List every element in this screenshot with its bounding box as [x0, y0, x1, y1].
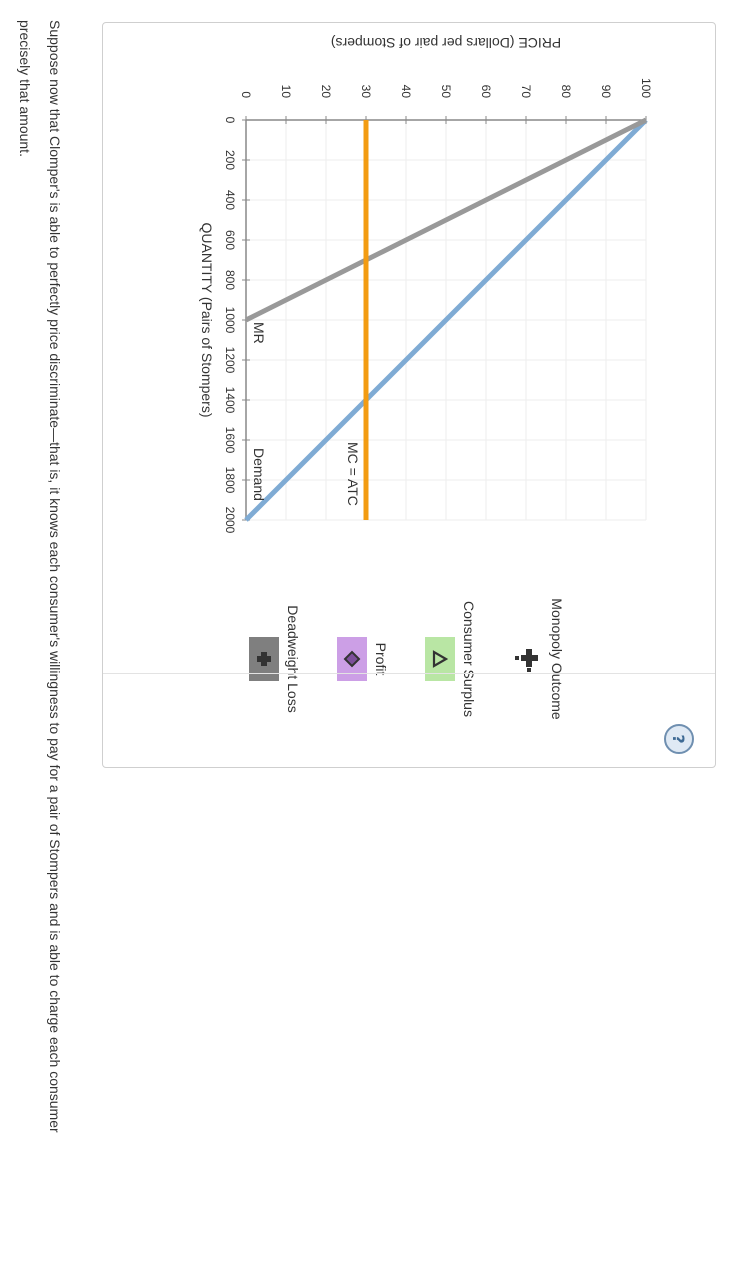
x-tick-label: 1600	[223, 427, 237, 454]
question-prompt: Suppose now that Clomper's is able to pe…	[17, 20, 63, 1133]
y-tick-label: 10	[279, 85, 293, 99]
diamond-icon[interactable]	[337, 637, 367, 681]
series-label: MC = ATC	[345, 442, 361, 506]
y-tick-label: 30	[359, 85, 373, 99]
legend-item-consumer-surplus[interactable]: Consumer Surplus	[425, 579, 477, 739]
y-tick-label: 60	[479, 85, 493, 99]
x-tick-label: 200	[223, 150, 237, 170]
x-tick-label: 0	[223, 117, 237, 124]
x-axis-title: QUANTITY (Pairs of Stompers)	[199, 222, 215, 417]
x-tick-label: 1400	[223, 387, 237, 414]
y-axis-title: PRICE (Dollars per pair of Stompers)	[331, 35, 561, 51]
x-tick-label: 600	[223, 230, 237, 250]
y-tick-label: 40	[399, 85, 413, 99]
legend-label: Consumer Surplus	[461, 601, 477, 717]
legend-item-deadweight-loss[interactable]: Deadweight Loss	[249, 579, 301, 739]
x-tick-label: 400	[223, 190, 237, 210]
plus-icon[interactable]	[249, 637, 279, 681]
series-line-demand	[244, 118, 648, 522]
plus-cross-icon[interactable]	[513, 637, 543, 681]
y-tick-label: 0	[239, 91, 253, 98]
economics-graph[interactable]: 0 200 400 600 800 1000 1200 1400 1600 1800 2000 0 10…	[103, 23, 715, 767]
graph-panel: 0 200 400 600 800 1000 1200 1400 1600 1800 2000 0 10…	[102, 22, 716, 768]
series-label: Demand	[251, 448, 267, 501]
triangle-icon[interactable]	[425, 637, 455, 681]
legend-label: Deadweight Loss	[285, 605, 301, 713]
y-tick-label: 20	[319, 85, 333, 99]
y-tick-label: 80	[559, 85, 573, 99]
x-tick-label: 1800	[223, 467, 237, 494]
legend-item-profit[interactable]: Profit	[337, 579, 389, 739]
series-line-mr	[244, 117, 648, 323]
legend-label: Monopoly Outcome	[549, 598, 565, 720]
help-button[interactable]: ?	[664, 724, 694, 754]
y-tick-label: 50	[439, 85, 453, 99]
x-tick-label: 800	[223, 270, 237, 290]
x-tick-label: 2000	[223, 507, 237, 534]
y-tick-label: 100	[639, 78, 653, 98]
x-tick-label: 1200	[223, 347, 237, 374]
x-tick-label: 1000	[223, 307, 237, 334]
legend-item-monopoly-outcome[interactable]: Monopoly Outcome	[513, 579, 565, 739]
y-tick-label: 70	[519, 85, 533, 99]
legend-label: Profit	[373, 642, 389, 676]
panel-divider	[103, 673, 715, 674]
series-label: MR	[251, 322, 267, 344]
y-tick-label: 90	[599, 85, 613, 99]
